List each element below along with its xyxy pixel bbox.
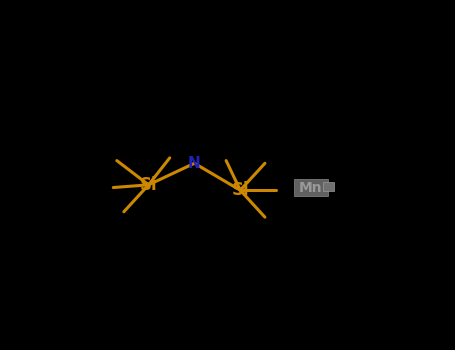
Text: Mn: Mn bbox=[299, 181, 323, 195]
Text: Si: Si bbox=[232, 181, 249, 199]
FancyBboxPatch shape bbox=[294, 179, 328, 196]
Text: N: N bbox=[188, 156, 201, 171]
Text: Si: Si bbox=[140, 176, 157, 194]
FancyBboxPatch shape bbox=[324, 182, 334, 191]
